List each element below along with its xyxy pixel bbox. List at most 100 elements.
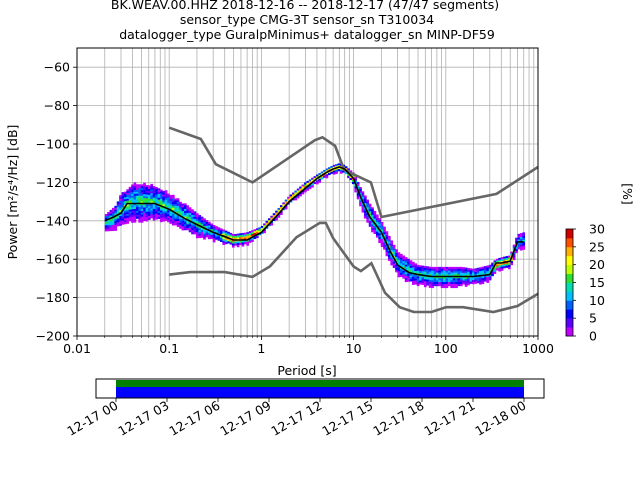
psd-cell	[277, 207, 281, 211]
psd-cell	[145, 205, 149, 209]
psd-cell	[385, 236, 389, 240]
psd-cell	[135, 212, 139, 215]
psd-cell	[383, 234, 386, 237]
psd-cell	[522, 243, 526, 246]
psd-cell	[423, 277, 427, 280]
psd-cell	[229, 242, 233, 245]
psd-cell	[366, 220, 370, 223]
psd-cell	[191, 216, 194, 220]
psd-cell	[164, 199, 168, 202]
psd-cell	[150, 193, 154, 196]
psd-cell	[181, 228, 185, 231]
psd-cell	[315, 178, 319, 181]
x-tick-label: 10	[346, 341, 362, 356]
psd-cell	[402, 255, 406, 258]
psd-cell	[121, 205, 125, 208]
psd-cell	[325, 168, 329, 171]
psd-cell	[344, 171, 348, 175]
psd-cell	[385, 233, 389, 236]
psd-cell	[354, 188, 358, 191]
psd-cell	[200, 222, 204, 225]
psd-cell	[395, 270, 398, 273]
psd-cell	[380, 227, 384, 230]
psd-cell	[239, 237, 242, 240]
psd-cell	[114, 228, 118, 231]
psd-cell	[296, 190, 300, 193]
psd-cell	[411, 271, 415, 274]
psd-cell	[162, 207, 166, 211]
psd-cell	[445, 274, 449, 277]
psd-cell	[440, 272, 444, 275]
psd-cell	[186, 214, 190, 217]
psd-cell	[162, 192, 166, 195]
psd-cell	[107, 223, 110, 226]
psd-cell	[368, 205, 372, 208]
psd-cell	[200, 218, 204, 221]
psd-cell	[505, 265, 509, 268]
psd-cell	[419, 265, 422, 268]
psd-cell	[462, 270, 466, 274]
psd-cell	[467, 273, 470, 276]
psd-cell	[387, 239, 391, 242]
psd-cell	[390, 244, 394, 247]
psd-cell	[481, 266, 485, 269]
psd-cell	[498, 267, 502, 270]
psd-cell	[399, 253, 403, 257]
colorbar-segment	[566, 246, 573, 257]
psd-cell	[330, 165, 334, 169]
psd-cell	[193, 230, 197, 233]
psd-cell	[359, 188, 362, 192]
psd-cell	[498, 263, 502, 266]
psd-cell	[162, 213, 166, 216]
psd-cell	[174, 206, 178, 209]
psd-cell	[255, 232, 259, 235]
psd-cell	[428, 266, 432, 269]
psd-cell	[176, 224, 180, 228]
psd-cell	[116, 209, 120, 212]
psd-cell	[157, 214, 161, 218]
y-tick-label: −160	[36, 252, 70, 267]
psd-cell	[183, 207, 187, 210]
psd-cell	[318, 180, 322, 183]
psd-cell	[467, 277, 470, 280]
psd-cell	[147, 204, 151, 207]
psd-cell	[373, 210, 377, 214]
psd-cell	[135, 209, 139, 212]
psd-cell	[363, 210, 367, 213]
psd-cell	[135, 193, 139, 196]
psd-cell	[289, 200, 293, 203]
psd-cell	[171, 217, 175, 220]
psd-cell	[198, 235, 202, 239]
psd-cell	[505, 258, 509, 261]
psd-cell	[479, 280, 482, 283]
psd-cell	[315, 182, 319, 185]
psd-cell	[299, 194, 302, 197]
psd-cell	[411, 275, 415, 278]
psd-cell	[224, 240, 228, 243]
psd-cell	[371, 212, 374, 216]
psd-cell	[474, 277, 478, 281]
psd-cell	[481, 279, 485, 283]
psd-cell	[375, 231, 379, 234]
psd-cell	[265, 220, 269, 224]
psd-cell	[291, 192, 295, 195]
psd-cell	[152, 186, 156, 189]
psd-cell	[397, 261, 401, 264]
colorbar-tick-label: 25	[589, 239, 605, 254]
psd-cell	[452, 283, 456, 287]
psd-cell	[265, 222, 269, 225]
psd-cell	[116, 224, 120, 227]
psd-cell	[217, 238, 221, 241]
psd-cell	[195, 217, 199, 220]
psd-cell	[390, 246, 394, 249]
psd-cell	[464, 284, 468, 287]
psd-cell	[421, 278, 425, 282]
psd-cell	[407, 268, 410, 271]
psd-cell	[164, 190, 168, 193]
psd-cell	[474, 272, 478, 275]
psd-cell	[443, 283, 446, 287]
psd-cell	[491, 272, 494, 275]
psd-cell	[378, 227, 382, 230]
psd-cell	[375, 214, 379, 217]
psd-cell	[131, 209, 134, 212]
